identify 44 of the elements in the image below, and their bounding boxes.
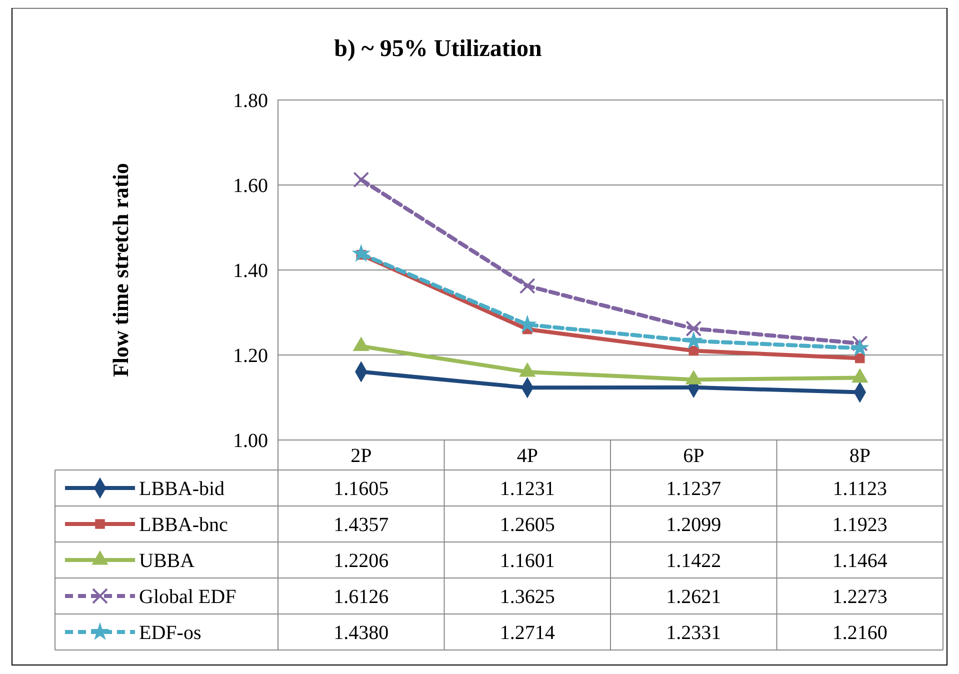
point: [684, 331, 704, 349]
data-label: 1.2160: [832, 622, 888, 644]
point: [353, 172, 370, 188]
point: [850, 338, 870, 356]
x-tick-label: 8P: [849, 445, 870, 467]
data-label: 1.4357: [334, 514, 389, 536]
legend-label: LBBA-bnc: [139, 514, 228, 536]
data-label: 1.3625: [500, 586, 555, 608]
legend-label: Global EDF: [139, 586, 236, 608]
data-label: 1.4380: [334, 622, 389, 644]
data-label: 1.2621: [666, 586, 722, 608]
y-axis-title: Flow time stretch ratio: [108, 162, 133, 378]
data-label: 1.1601: [500, 550, 555, 572]
x-tick-label: 4P: [516, 445, 538, 467]
data-label: 1.2273: [832, 586, 888, 608]
point: [519, 278, 536, 294]
x-tick-label: 6P: [683, 445, 704, 467]
legend-label: EDF-os: [139, 622, 202, 644]
point: [686, 320, 702, 337]
data-label: 1.1464: [832, 550, 888, 572]
y-tick-label: 1.00: [233, 430, 268, 452]
legend-label: UBBA: [139, 550, 196, 572]
data-label: 1.2206: [334, 550, 389, 572]
data-label: 1.1422: [666, 550, 722, 572]
point: [852, 335, 868, 352]
legend-label: LBBA-bid: [139, 478, 225, 500]
data-label: 1.2099: [666, 514, 722, 536]
data-label: 1.1123: [832, 478, 888, 500]
y-tick-label: 1.40: [233, 260, 268, 282]
data-label: 1.6126: [334, 586, 389, 608]
data-label: 1.2714: [500, 622, 555, 644]
y-tick-label: 1.80: [233, 90, 268, 112]
data-label: 1.1237: [666, 478, 722, 500]
x-tick-label: 2P: [350, 445, 372, 467]
chart-title: b) ~ 95% Utilization: [334, 36, 542, 62]
y-tick-label: 1.60: [233, 175, 268, 197]
data-label: 1.1605: [334, 478, 389, 500]
point: [855, 353, 865, 364]
data-label: 1.1231: [500, 478, 555, 500]
data-label: 1.1923: [832, 514, 888, 536]
y-tick-label: 1.20: [233, 345, 268, 367]
data-label: 1.2331: [666, 622, 722, 644]
point: [352, 244, 371, 262]
data-label: 1.2605: [500, 514, 555, 536]
